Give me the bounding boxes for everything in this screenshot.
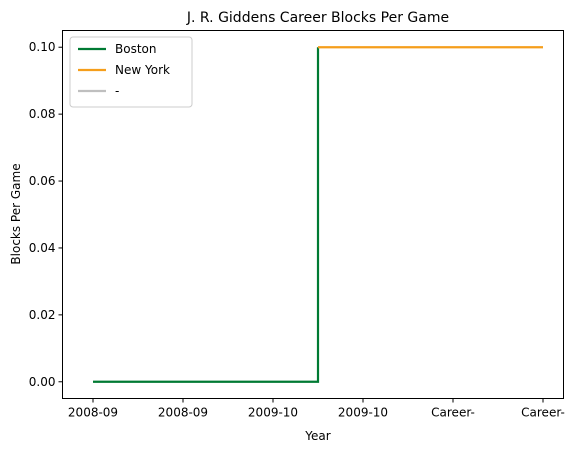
x-axis: 2008-09 2008-09 2009-10 2009-10 Career- Caree… bbox=[68, 398, 565, 420]
legend-box bbox=[69, 36, 193, 108]
legend-label: - bbox=[115, 84, 119, 98]
legend: Boston New York - bbox=[69, 36, 193, 108]
plot-frame bbox=[62, 30, 564, 399]
x-tick-label: Career- bbox=[521, 406, 565, 420]
x-tick-label: 2009-10 bbox=[338, 406, 388, 420]
chart-title: J. R. Giddens Career Blocks Per Game bbox=[186, 10, 449, 26]
y-tick-label: 0.04 bbox=[29, 241, 56, 255]
x-axis-label: Year bbox=[304, 429, 330, 443]
series-line-0 bbox=[93, 47, 320, 383]
y-axis-label: Blocks Per Game bbox=[9, 163, 23, 264]
y-tick-label: 0.10 bbox=[29, 40, 56, 54]
y-tick-label: 0.06 bbox=[29, 174, 56, 188]
y-tick-label: 0.00 bbox=[29, 375, 56, 389]
x-tick-label: 2009-10 bbox=[248, 406, 298, 420]
legend-label: Boston bbox=[115, 42, 156, 56]
x-tick-label: 2008-09 bbox=[68, 406, 118, 420]
x-tick-label: Career- bbox=[431, 406, 475, 420]
y-tick-label: 0.08 bbox=[29, 107, 56, 121]
plot-area bbox=[93, 46, 543, 383]
legend-label: New York bbox=[115, 63, 170, 77]
y-tick-label: 0.02 bbox=[29, 308, 56, 322]
y-axis: 0.00 0.02 0.04 0.06 0.08 0.10 bbox=[29, 40, 63, 389]
x-tick-label: 2008-09 bbox=[158, 406, 208, 420]
